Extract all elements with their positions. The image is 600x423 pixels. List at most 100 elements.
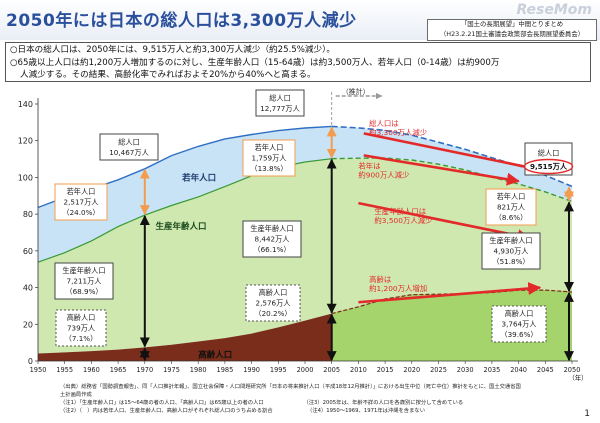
x-tick-label: 2050 — [564, 366, 581, 374]
highlight-ellipse-2050-total — [523, 158, 574, 175]
y-tick-label: 40 — [23, 284, 33, 293]
watermark-logo: ReseMom — [516, 2, 592, 18]
change-label-total-change: 約3,300万人減少 — [369, 128, 428, 137]
annotation-text-elderly-1970: （7.1%） — [65, 334, 98, 343]
area-working — [38, 158, 572, 354]
x-tick-label: 1970 — [136, 366, 153, 374]
annotation-box-working-2005 — [242, 220, 302, 258]
x-tick-label: 2030 — [457, 366, 474, 374]
annotation-box-working-2050 — [481, 232, 541, 270]
annotation-box-total-1970 — [99, 133, 159, 161]
x-tick-label: 1950 — [30, 366, 47, 374]
annotation-text-elderly-1970: 高齢人口 — [67, 313, 96, 322]
annotation-text-working-2005: 8,442万人 — [255, 235, 290, 244]
footnote-1-3: （注1）「生産年齢人口」は15～64歳の者の人口、「高齢人口」は65歳以上の者の… — [60, 400, 464, 406]
y-tick-label: 20 — [23, 320, 33, 329]
annotation-text-elderly-2050: 3,764万人 — [502, 320, 537, 329]
annotation-box-elderly-1970 — [55, 309, 107, 347]
trend-working — [358, 201, 531, 243]
x-tick-label: 2000 — [297, 366, 314, 374]
annotation-text-young-2050: 821万人 — [497, 203, 525, 212]
footnote-2-4: （注2）（ ）内は若年人口、生産年齢人口、高齢人口がそれぞれ総人口のうち占める割… — [60, 408, 425, 414]
annotation-text-working-2050: （51.8%） — [492, 257, 529, 266]
x-tick-label: 2025 — [430, 366, 447, 374]
annotation-text-young-1970: 2,517万人 — [64, 198, 99, 207]
footnotes: （出典）総務省「国勢調査報告」、同「人口推計年報」、国立社会保障・人口問題研究所… — [60, 383, 580, 415]
y-tick-label: 140 — [18, 100, 33, 109]
summary-line-1: ○日本の総人口は、2050年には、9,515万人と約3,300万人減少（約25.… — [10, 45, 336, 55]
annotation-text-elderly-2005: （20.2%） — [254, 309, 291, 318]
change-label-working-change: 約3,500万人減少 — [374, 216, 433, 225]
change-label-young-change: 約900万人減少 — [358, 170, 410, 179]
x-unit-label: （年） — [568, 373, 587, 382]
annotation-text-working-2050: 生産年齢人口 — [489, 236, 532, 245]
x-tick-label: 1965 — [110, 366, 127, 374]
y-tick-label: 60 — [23, 247, 33, 256]
x-tick-label: 1975 — [163, 366, 180, 374]
x-tick-label: 2040 — [510, 366, 527, 374]
footnote-source: （出典）総務省「国勢調査報告」、同「人口推計年報」、国立社会保障・人口問題研究所… — [60, 384, 521, 390]
source-line-2: （H23.2.21国土審議会政策部会長期展望委員会） — [439, 29, 585, 38]
annotation-text-young-2005: （13.8%） — [250, 164, 287, 173]
footnote-source-cont: 土計画局作成 — [60, 392, 92, 398]
annotation-text-elderly-2050: （39.6%） — [500, 330, 537, 339]
annotation-text-working-1970: 7,211万人 — [67, 277, 102, 286]
change-label-working-change: 生産年齢人口は — [374, 207, 426, 216]
x-tick-label: 1980 — [190, 366, 207, 374]
x-tick-label: 1960 — [83, 366, 100, 374]
x-tick-label: 1990 — [243, 366, 260, 374]
annotation-text-young-1970: 若年人口 — [67, 187, 96, 196]
x-tick-label: 2045 — [537, 366, 554, 374]
x-tick-label: 2005 — [323, 366, 340, 374]
annotation-text-total-2005: 12,777万人 — [260, 104, 300, 113]
annotation-text-total-2005: 総人口 — [269, 93, 291, 102]
x-tick-label: 1985 — [217, 366, 234, 374]
annotation-text-total-2050: 9,515万人 — [530, 162, 568, 171]
summary-box: ○日本の総人口は、2050年には、9,515万人と約3,300万人減少（約25.… — [5, 42, 591, 82]
line-total-projected — [331, 125, 573, 188]
label-working-area: 生産年齢人口 — [155, 221, 206, 232]
annotation-box-working-1970 — [54, 262, 114, 300]
annotation-text-young-2050: （8.6%） — [495, 213, 528, 222]
label-young-area: 若年人口 — [181, 172, 216, 183]
annotation-text-total-1970: 10,467万人 — [109, 148, 149, 157]
y-tick-label: 0 — [28, 357, 33, 366]
source-line-1: 「国土の長期展望」中間とりまとめ — [460, 20, 564, 28]
annotation-text-working-1970: （68.9%） — [65, 287, 102, 296]
x-tick-label: 2020 — [403, 366, 420, 374]
projection-label: （推計） — [342, 87, 370, 96]
change-label-elderly-change: 高齢は — [369, 275, 392, 284]
trend-young — [363, 154, 520, 186]
annotation-box-elderly-2005 — [245, 284, 301, 322]
annotation-box-young-2050 — [485, 188, 537, 226]
change-label-young-change: 若年は — [358, 161, 381, 170]
change-label-elderly-change: 約1,200万人増加 — [369, 284, 427, 293]
x-tick-label: 1995 — [270, 366, 287, 374]
line-working-projected — [331, 157, 573, 203]
annotation-text-working-2005: 生産年齢人口 — [250, 224, 293, 233]
change-label-total-change: 総人口は — [369, 119, 399, 128]
y-tick-label: 80 — [23, 210, 33, 219]
annotation-text-total-1970: 総人口 — [118, 137, 140, 146]
source-box: 「国土の長期展望」中間とりまとめ （H23.2.21国土審議会政策部会長期展望委… — [427, 19, 597, 41]
annotation-text-elderly-2005: 高齢人口 — [259, 288, 288, 297]
x-tick-label: 2035 — [484, 366, 501, 374]
annotation-text-working-2050: 4,930万人 — [494, 247, 529, 256]
annotation-text-young-2005: 1,759万人 — [252, 154, 287, 163]
x-tick-label: 2010 — [350, 366, 367, 374]
annotation-text-elderly-2050: 高齢人口 — [505, 309, 534, 318]
annotation-text-working-1970: 生産年齢人口 — [62, 266, 105, 275]
annotation-box-young-1970 — [54, 183, 108, 221]
page-number: 1 — [584, 409, 590, 419]
annotation-text-total-2050: 総人口 — [538, 149, 560, 158]
area-young — [38, 126, 572, 263]
summary-line-2: ○65歳以上人口は約1,200万人増加するのに対し、生産年齢人口（15-64歳）… — [10, 57, 500, 68]
annotation-text-elderly-2005: 2,576万人 — [256, 299, 291, 308]
annotation-text-elderly-1970: 739万人 — [67, 324, 95, 333]
trend-total — [363, 132, 552, 176]
x-tick-label: 2015 — [377, 366, 394, 374]
annotation-text-young-1970: （24.0%） — [62, 208, 99, 217]
annotation-box-young-2005 — [242, 139, 296, 177]
annotation-box-elderly-2050 — [491, 305, 547, 343]
